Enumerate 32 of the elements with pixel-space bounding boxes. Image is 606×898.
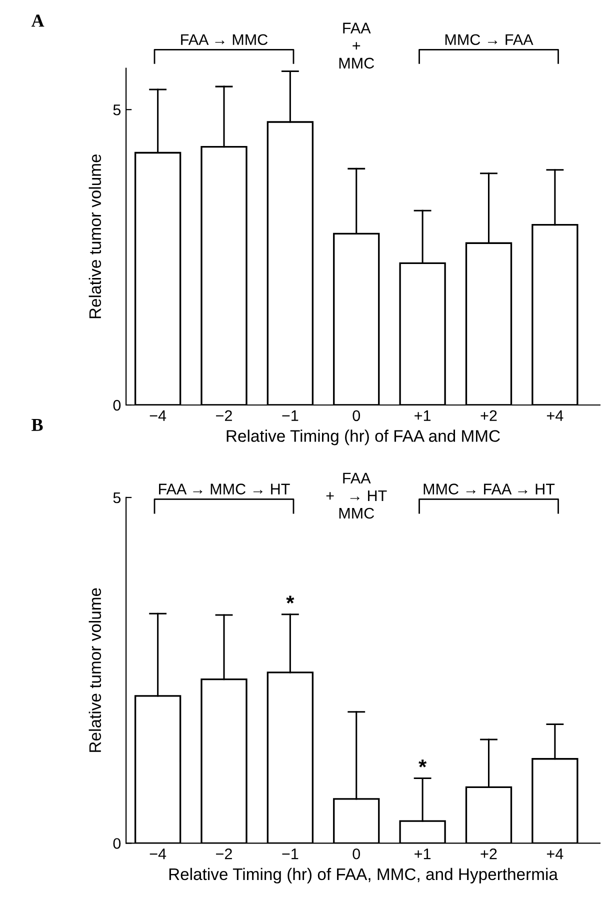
x-tick-label: −1 xyxy=(282,410,298,421)
x-tick-label: −1 xyxy=(282,848,298,860)
x-tick-label: +2 xyxy=(480,848,497,860)
x-tick-label: 0 xyxy=(352,848,360,860)
y-axis-title: Relative tumor volume xyxy=(88,154,102,318)
x-tick-label: −4 xyxy=(150,848,166,860)
annotation: * xyxy=(286,596,294,604)
x-tick-label: −2 xyxy=(216,848,232,860)
y-tick-label: 0 xyxy=(113,400,121,411)
x-tick-label: +4 xyxy=(546,410,564,421)
y-tick-label: 5 xyxy=(113,104,121,116)
text: MMC → FAA → HT xyxy=(424,484,555,494)
chart-title: A xyxy=(31,14,44,27)
x-tick-label: −4 xyxy=(150,410,166,421)
annotation: FAA + MMC xyxy=(339,22,374,69)
x-tick-label: 0 xyxy=(352,410,360,422)
text: FAA → MMC → HT xyxy=(159,484,290,494)
y-tick-label: 0 xyxy=(113,838,121,849)
chart-title: B xyxy=(32,419,43,431)
y-axis-title: Relative tumor volume xyxy=(88,588,102,752)
x-axis-title: Relative Timing (hr) of FAA, MMC, and Hyperthermia xyxy=(169,868,558,884)
annotation: FAA + → HT MMC xyxy=(326,472,387,519)
x-tick-label: +2 xyxy=(480,410,497,421)
x-tick-label: +1 xyxy=(414,410,431,421)
text: FAA → MMC xyxy=(181,34,268,46)
y-tick-label: 5 xyxy=(113,492,121,504)
x-tick-label: −2 xyxy=(216,410,232,421)
x-axis-title: Relative Timing (hr) of FAA and MMC xyxy=(226,430,500,446)
x-tick-label: +1 xyxy=(414,848,431,860)
text: MMC → FAA xyxy=(445,34,534,46)
annotation: * xyxy=(418,760,427,768)
x-tick-label: +4 xyxy=(546,848,564,860)
